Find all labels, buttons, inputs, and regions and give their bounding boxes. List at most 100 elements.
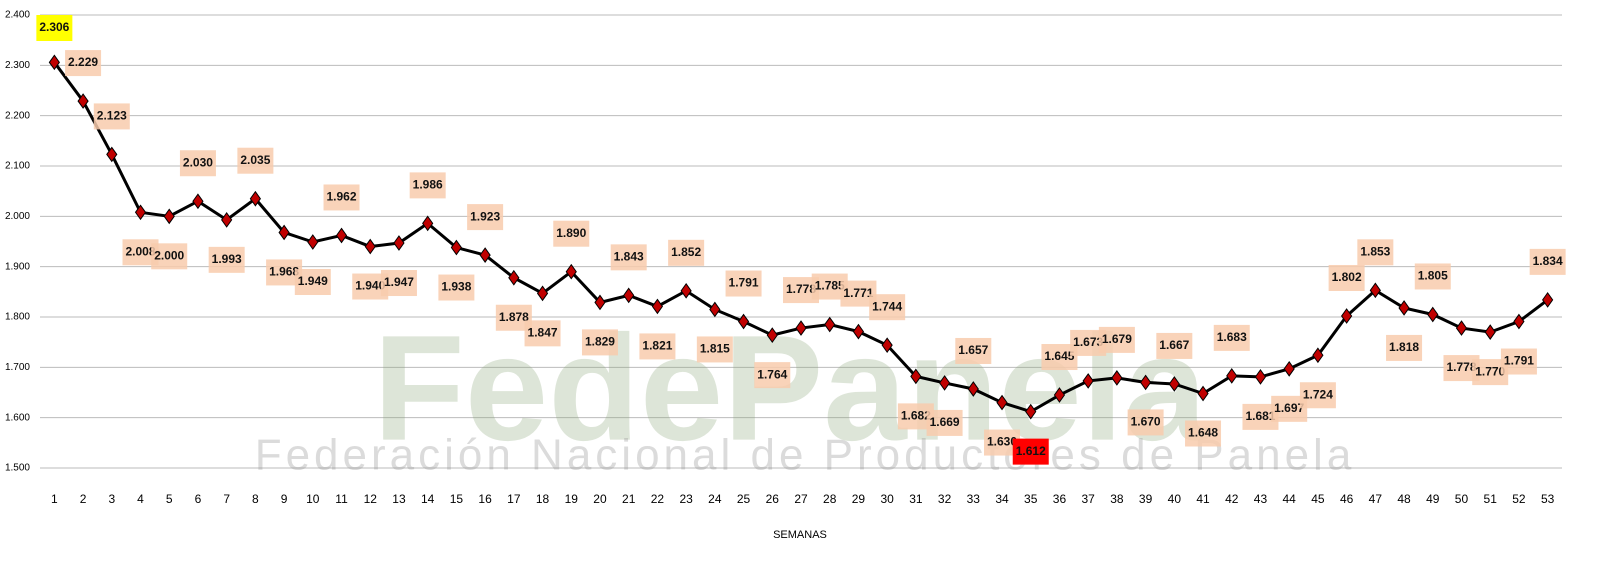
x-tick-label: 9 bbox=[281, 492, 288, 506]
marker bbox=[134, 204, 147, 221]
data-label: 1.764 bbox=[757, 367, 787, 381]
marker bbox=[536, 285, 549, 302]
x-tick-label: 29 bbox=[852, 492, 866, 506]
marker bbox=[278, 224, 290, 241]
marker bbox=[221, 211, 233, 228]
data-label: 1.681 bbox=[1245, 409, 1275, 423]
x-tick-label: 2 bbox=[80, 492, 87, 506]
y-tick-label: 2.400 bbox=[5, 10, 30, 21]
marker bbox=[307, 234, 319, 250]
x-tick-label: 3 bbox=[108, 492, 115, 506]
marker bbox=[1455, 320, 1468, 336]
x-tick-label: 12 bbox=[364, 492, 378, 506]
data-label: 1.669 bbox=[930, 415, 960, 429]
data-label-box bbox=[524, 320, 561, 347]
data-label-box bbox=[581, 329, 618, 356]
data-label-box bbox=[926, 409, 963, 436]
data-label: 1.724 bbox=[1303, 387, 1333, 401]
x-tick-label: 42 bbox=[1225, 492, 1239, 506]
marker bbox=[967, 381, 979, 397]
data-label: 1.770 bbox=[1475, 364, 1505, 378]
data-label: 1.968 bbox=[269, 265, 299, 279]
data-label: 1.791 bbox=[1504, 354, 1534, 368]
data-label: 2.035 bbox=[240, 153, 270, 167]
x-tick-label: 1 bbox=[51, 492, 58, 506]
marker bbox=[77, 93, 89, 109]
data-label: 1.791 bbox=[729, 276, 759, 290]
data-label: 2.229 bbox=[68, 55, 98, 69]
marker bbox=[766, 327, 778, 343]
x-tick-label: 27 bbox=[794, 492, 808, 506]
marker bbox=[623, 287, 635, 304]
data-label-box bbox=[869, 294, 906, 321]
data-label: 1.834 bbox=[1533, 254, 1563, 268]
data-label-box bbox=[639, 333, 676, 360]
data-label-box bbox=[668, 239, 705, 266]
marker bbox=[1369, 282, 1381, 299]
data-label: 2.306 bbox=[39, 20, 69, 34]
x-tick-label: 53 bbox=[1541, 492, 1555, 506]
data-label-box bbox=[1357, 239, 1394, 266]
x-tick-label: 34 bbox=[995, 492, 1009, 506]
x-tick-label: 16 bbox=[478, 492, 492, 506]
x-tick-label: 39 bbox=[1139, 492, 1153, 506]
data-label-box bbox=[179, 150, 216, 177]
x-tick-label: 23 bbox=[679, 492, 693, 506]
data-label: 1.673 bbox=[1073, 335, 1103, 349]
data-label: 1.630 bbox=[987, 435, 1017, 449]
y-tick-label: 1.900 bbox=[5, 261, 30, 272]
x-tick-label: 40 bbox=[1168, 492, 1182, 506]
marker bbox=[795, 320, 807, 336]
data-label-box bbox=[1213, 324, 1250, 351]
data-label: 1.853 bbox=[1360, 244, 1390, 258]
data-label-box bbox=[36, 15, 73, 41]
marker bbox=[364, 238, 376, 255]
marker bbox=[1312, 347, 1324, 364]
x-tick-label: 13 bbox=[392, 492, 406, 506]
data-label: 1.821 bbox=[642, 339, 672, 353]
data-label: 1.878 bbox=[499, 310, 529, 324]
data-label-box bbox=[409, 172, 446, 199]
marker bbox=[1398, 300, 1410, 316]
data-label: 1.890 bbox=[556, 226, 586, 240]
data-label: 1.744 bbox=[872, 299, 902, 313]
data-label: 1.667 bbox=[1159, 338, 1189, 352]
data-label: 1.949 bbox=[298, 274, 328, 288]
x-tick-label: 35 bbox=[1024, 492, 1038, 506]
marker bbox=[1427, 306, 1439, 323]
watermark-subtitle: Federación Nacional de Productores de Pa… bbox=[255, 431, 1356, 480]
x-tick-label: 51 bbox=[1484, 492, 1498, 506]
y-tick-label: 1.700 bbox=[5, 362, 30, 373]
data-label: 1.645 bbox=[1044, 349, 1074, 363]
data-label: 1.940 bbox=[355, 279, 385, 293]
data-label-box bbox=[1500, 348, 1537, 375]
data-label-box bbox=[467, 204, 504, 231]
data-label: 1.657 bbox=[958, 343, 988, 357]
data-label: 1.778 bbox=[786, 282, 816, 296]
data-label: 1.923 bbox=[470, 209, 500, 223]
marker bbox=[335, 227, 348, 244]
x-tick-label: 15 bbox=[450, 492, 464, 506]
x-tick-label: 24 bbox=[708, 492, 722, 506]
data-label-box bbox=[380, 270, 417, 297]
marker bbox=[450, 239, 463, 256]
marker bbox=[996, 394, 1008, 411]
marker bbox=[48, 54, 60, 71]
x-tick-label: 25 bbox=[737, 492, 751, 506]
x-tick-label: 38 bbox=[1110, 492, 1124, 506]
marker bbox=[565, 263, 577, 280]
y-tick-label: 2.200 bbox=[5, 110, 30, 121]
y-tick-label: 1.800 bbox=[5, 312, 30, 323]
data-label-box bbox=[1127, 409, 1164, 436]
marker bbox=[1053, 387, 1066, 403]
marker bbox=[594, 294, 606, 311]
marker bbox=[1254, 369, 1267, 385]
data-label: 1.805 bbox=[1418, 269, 1448, 283]
marker bbox=[938, 375, 951, 391]
marker bbox=[479, 247, 491, 263]
data-label-box bbox=[1386, 334, 1423, 361]
marker bbox=[910, 368, 922, 385]
x-tick-label: 14 bbox=[421, 492, 435, 506]
data-label-box bbox=[696, 336, 733, 363]
